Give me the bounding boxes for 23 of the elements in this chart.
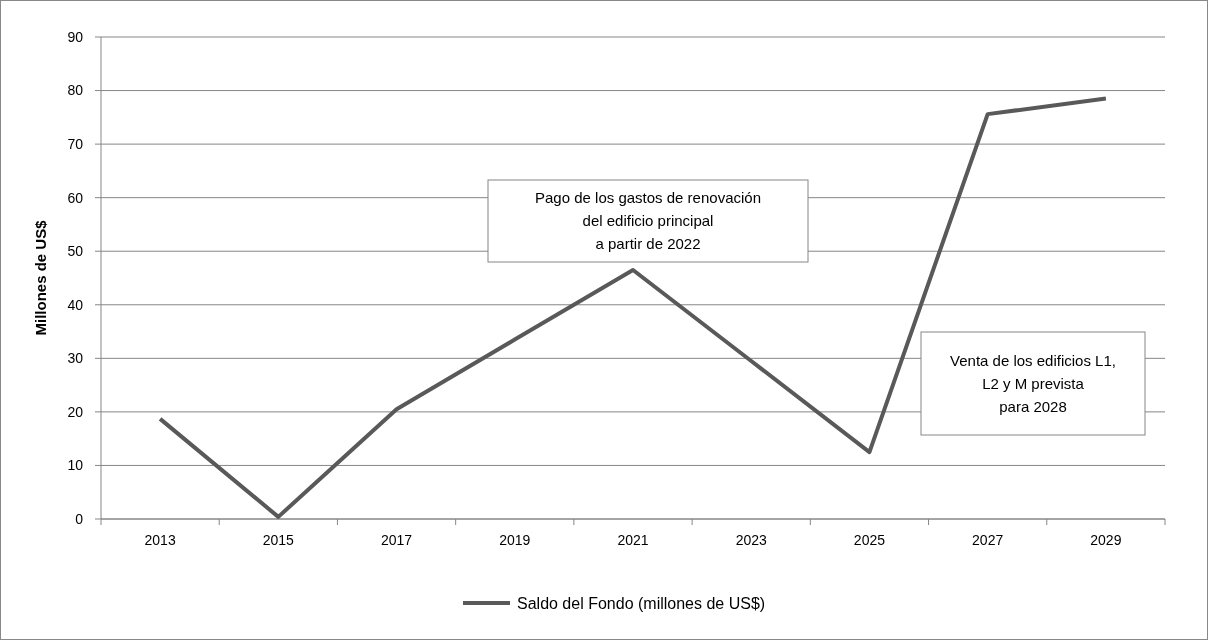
x-tick-label: 2023 bbox=[735, 532, 767, 548]
x-tick-label: 2015 bbox=[262, 532, 295, 548]
y-axis-title: Millones de US$ bbox=[32, 219, 49, 336]
x-tick-label: 2021 bbox=[617, 532, 649, 548]
annotation: Pago de los gastos de renovación del edificio principal a partir de 2022 bbox=[535, 189, 761, 253]
y-tick-label: 50 bbox=[67, 243, 84, 260]
y-tick-label: 10 bbox=[67, 457, 84, 474]
x-tick-label: 2029 bbox=[1090, 532, 1122, 548]
y-tick-label: 90 bbox=[67, 28, 84, 45]
y-tick-label: 80 bbox=[67, 82, 84, 99]
annotation: Venta de los edificios L1, L2 y M prevista para 2028 bbox=[950, 351, 1116, 415]
x-tick-label: 2027 bbox=[972, 532, 1004, 548]
y-tick-label: 30 bbox=[67, 350, 84, 367]
y-tick-label: 60 bbox=[67, 189, 84, 206]
x-tick-label: 2019 bbox=[499, 532, 531, 548]
y-tick-label: 20 bbox=[67, 403, 84, 420]
y-tick-label: 0 bbox=[75, 510, 84, 527]
y-tick-label: 40 bbox=[67, 296, 84, 313]
x-tick-label: 2025 bbox=[853, 532, 886, 548]
legend-label: Saldo del Fondo (millones de US$) bbox=[517, 594, 766, 612]
x-tick-label: 2017 bbox=[380, 532, 413, 548]
x-tick-label: 2013 bbox=[144, 532, 176, 548]
y-tick-label: 70 bbox=[67, 136, 84, 153]
